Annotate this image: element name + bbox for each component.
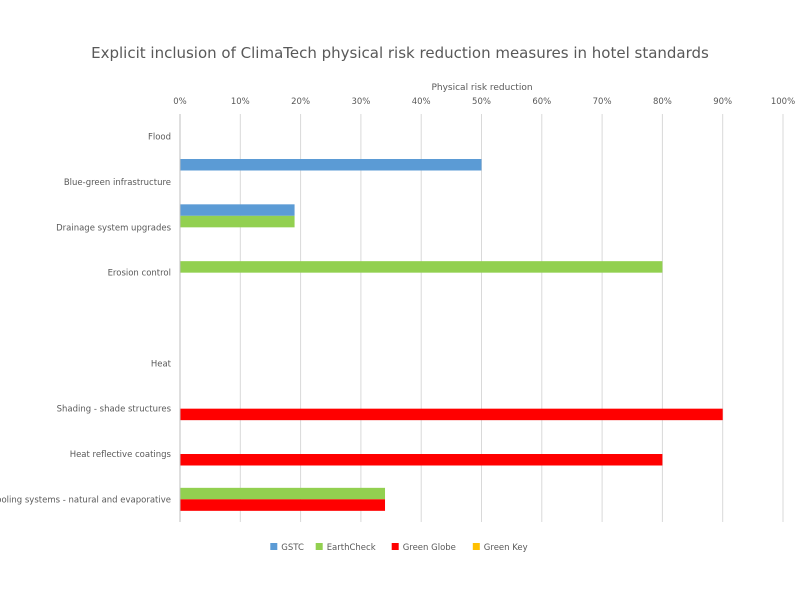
x-axis-label: Physical risk reduction	[431, 83, 532, 93]
x-tick-labels: 0% 10% 20% 30% 40% 50% 60% 70% 80% 90% 100%	[173, 97, 795, 107]
bar-gstc	[180, 204, 295, 216]
legend-swatch	[315, 543, 323, 550]
category-label: Drainage system upgrades	[56, 223, 171, 233]
category-label: Heat	[151, 359, 172, 369]
category-label: Flood	[148, 133, 171, 143]
x-tick-label: 10%	[231, 97, 250, 107]
x-tick-label: 30%	[351, 97, 370, 107]
legend: GSTC EarthCheck Green Globe Green Key	[270, 543, 528, 553]
bar-green-globe	[180, 408, 723, 421]
category-label: Erosion control	[108, 269, 171, 279]
x-tick-label: 50%	[472, 97, 491, 107]
legend-label: Green Globe	[403, 543, 456, 553]
bar-earthcheck	[180, 215, 295, 228]
chart-title: Explicit inclusion of ClimaTech physical…	[91, 44, 709, 62]
category-label: Cooling systems - natural and evaporativ…	[0, 495, 171, 505]
category-labels: Flood Blue-green infrastructure Drainage s…	[0, 133, 172, 506]
bar-green-globe	[180, 454, 663, 466]
x-tick-label: 70%	[593, 97, 612, 107]
bar-earthcheck	[180, 487, 386, 500]
legend-label: Green Key	[484, 543, 528, 553]
category-label: Blue-green infrastructure	[64, 178, 171, 188]
x-tick-label: 20%	[291, 97, 310, 107]
legend-label: GSTC	[281, 543, 304, 553]
legend-swatch	[391, 543, 399, 550]
x-tick-label: 0%	[173, 97, 187, 107]
category-label: Shading - shade structures	[57, 405, 172, 415]
x-tick-label: 60%	[532, 97, 551, 107]
legend-swatch	[472, 543, 480, 550]
x-tick-label: 100%	[771, 97, 795, 107]
bar-earthcheck	[180, 261, 663, 273]
legend-swatch	[270, 543, 278, 550]
bar-gstc	[180, 159, 482, 171]
bars	[180, 159, 723, 511]
x-tick-label: 90%	[713, 97, 732, 107]
legend-label: EarthCheck	[327, 543, 376, 553]
x-tick-label: 40%	[412, 97, 431, 107]
x-tick-label: 80%	[653, 97, 672, 107]
bar-green-globe	[180, 499, 386, 511]
gridlines	[239, 114, 784, 522]
category-label: Heat reflective coatings	[70, 450, 172, 460]
